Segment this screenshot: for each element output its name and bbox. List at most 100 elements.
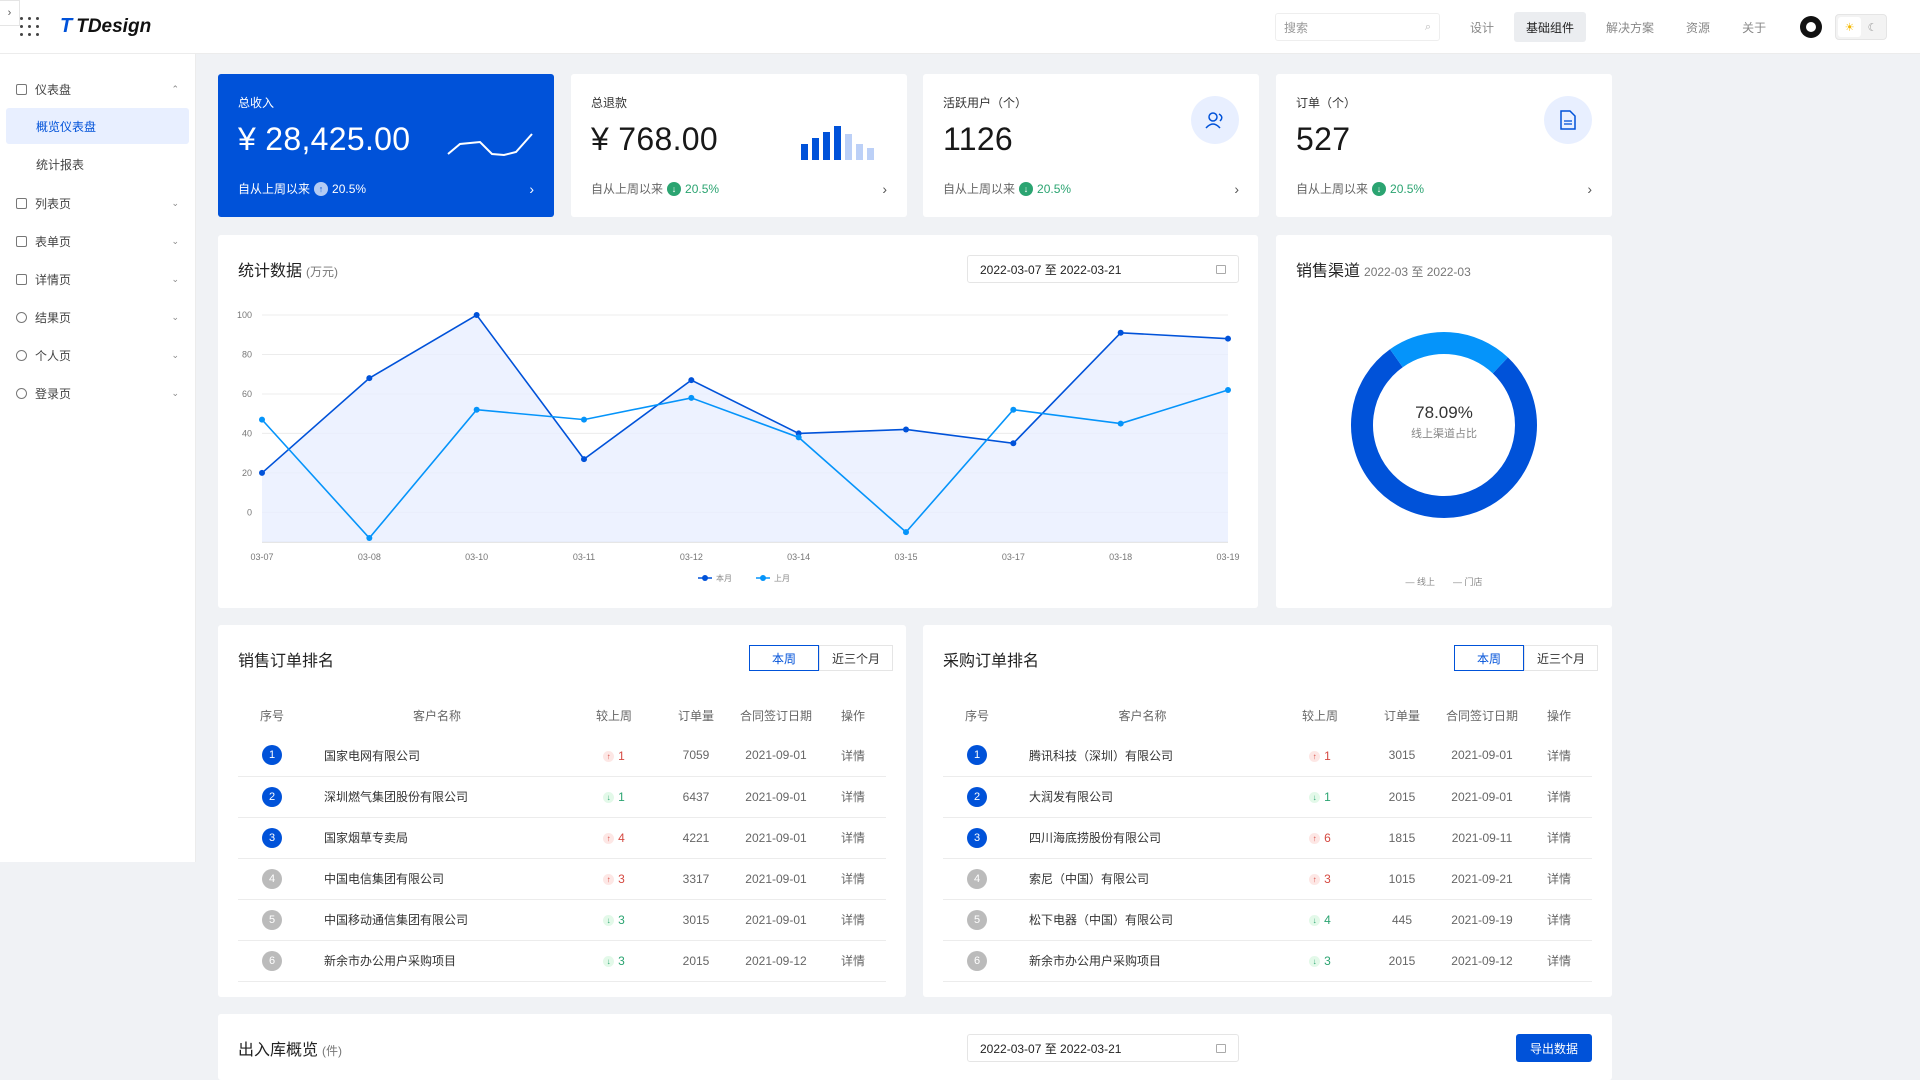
data-point[interactable] [581,456,587,463]
stat-card-refund[interactable]: 总退款 ¥ 768.00 自从上周以来 ↓ 20.5% › [571,74,907,217]
data-point[interactable] [1010,440,1017,447]
data-point[interactable] [795,434,802,441]
sidebar-subitem-report[interactable]: 统计报表 [36,157,85,172]
detail-link[interactable]: 详情 [1526,899,1592,941]
data-point[interactable] [1117,420,1124,427]
nav-item-about[interactable]: 关于 [1742,20,1767,35]
table-row: 3 国家烟草专卖局 ↑ 4 4221 2021-09-01 详情 [238,817,886,859]
chevron-right-icon[interactable]: › [1234,181,1239,197]
date-range-picker[interactable]: 2022-03-07 至 2022-03-21 [967,255,1239,283]
data-point[interactable] [581,416,587,423]
apps-grid-icon[interactable] [20,17,40,37]
detail-link[interactable]: 详情 [1526,817,1592,859]
sidebar-item-result[interactable]: 结果页 ⌄ [0,298,195,336]
arrow-down-icon: ↓ [1309,914,1321,926]
tab-this-week[interactable]: 本周 [1454,645,1525,671]
tab-three-months[interactable]: 近三个月 [1524,645,1599,671]
period-tabs: 本周 近三个月 [749,645,894,671]
table-row: 5 中国移动通信集团有限公司 ↓ 3 3015 2021-09-01 详情 [238,899,886,941]
detail-link[interactable]: 详情 [820,776,886,818]
sidebar-item-user[interactable]: 个人页 ⌄ [0,336,195,374]
sun-icon[interactable]: ☀ [1838,17,1861,37]
calendar-icon [1216,1043,1226,1053]
search-input[interactable]: 搜索 ⌕ [1275,13,1440,41]
chevron-down-icon: ⌄ [171,311,179,322]
change-value: 3 [618,872,625,887]
nav-item-solutions[interactable]: 解决方案 [1606,20,1655,35]
pie-slice-1[interactable] [1351,349,1537,518]
sidebar-item-label: 详情页 [35,272,72,287]
stat-card-active-users[interactable]: 活跃用户（个） 1126 自从上周以来 ↓ 20.5% › [923,74,1259,217]
detail-link[interactable]: 详情 [820,899,886,941]
sidebar-collapse-toggle[interactable]: › [0,0,20,26]
logo[interactable]: T TDesign [60,15,151,38]
legend-item[interactable]: — 门店 [1453,577,1483,587]
data-point[interactable] [1225,335,1231,342]
change-value: 1 [618,749,625,763]
data-point[interactable] [473,312,480,318]
date-range-picker[interactable]: 2022-03-07 至 2022-03-21 [967,1034,1239,1062]
change-indicator: ↓ 3 [603,954,625,968]
stat-card-orders[interactable]: 订单（个） 527 自从上周以来 ↓ 20.5% › [1276,74,1612,217]
sidebar-item-dashboard[interactable]: 仪表盘 ⌃ [0,70,195,108]
tdesign-logo-icon: T [60,15,73,37]
date-range-text: 2022-03-07 至 2022-03-21 [980,262,1122,277]
pie-slice-2[interactable] [1390,332,1508,374]
tab-this-week[interactable]: 本周 [749,645,820,671]
data-point[interactable] [473,406,480,413]
theme-toggle[interactable]: ☀ ☾ [1835,14,1887,40]
donut-center-value: 78.09% [1415,403,1473,422]
sidebar-item-login[interactable]: 登录页 ⌄ [0,374,195,412]
arrow-up-icon: ↑ [603,750,615,762]
data-point[interactable] [903,529,909,536]
arrow-down-icon: ↓ [667,181,682,196]
sidebar-item-detail[interactable]: 详情页 ⌄ [0,260,195,298]
github-icon[interactable] [1800,16,1822,38]
export-data-button[interactable]: 导出数据 [1516,1034,1593,1062]
sidebar-item-form[interactable]: 表单页 ⌄ [0,222,195,260]
sidebar-subitem-overview[interactable]: 概览仪表盘 [6,108,189,144]
legend-label[interactable]: 本月 [716,573,732,583]
legend-label[interactable]: 上月 [774,574,790,583]
data-point[interactable] [1117,329,1124,336]
detail-link[interactable]: 详情 [1526,940,1592,982]
detail-link[interactable]: 详情 [820,858,886,900]
detail-link[interactable]: 详情 [1526,776,1592,818]
rank-cell: 3 [943,817,1011,859]
moon-icon[interactable]: ☾ [1867,21,1878,34]
rank-cell: 2 [943,776,1011,818]
data-point[interactable] [1225,387,1231,394]
sidebar-item-list[interactable]: 列表页 ⌄ [0,184,195,222]
data-point[interactable] [688,394,695,401]
y-tick-label: 0 [247,507,252,517]
data-point[interactable] [366,535,373,542]
detail-link[interactable]: 详情 [1526,858,1592,900]
chevron-right-icon[interactable]: › [529,181,534,197]
nav-item-resources[interactable]: 资源 [1686,20,1711,35]
arrow-down-icon: ↓ [603,791,615,803]
chevron-right-icon[interactable]: › [882,181,887,197]
stat-card-revenue[interactable]: 总收入 ¥ 28,425.00 自从上周以来 ↑ 20.5% › [218,74,554,217]
detail-link[interactable]: 详情 [820,817,886,859]
detail-link[interactable]: 详情 [1526,735,1592,777]
panel-title: 销售渠道 2022-03 至 2022-03 [1296,257,1471,281]
chevron-right-icon[interactable]: › [1587,181,1592,197]
change-cell: ↓ 3 [568,940,660,982]
customer-name-cell: 四川海底捞股份有限公司 [1011,817,1274,859]
data-point[interactable] [1010,406,1017,413]
contract-date-cell: 2021-09-01 [732,776,820,818]
tab-three-months[interactable]: 近三个月 [819,645,894,671]
detail-link[interactable]: 详情 [820,940,886,982]
detail-link[interactable]: 详情 [820,735,886,777]
data-point[interactable] [259,469,265,476]
nav-item-design[interactable]: 设计 [1470,20,1495,35]
data-point[interactable] [688,377,695,384]
data-point[interactable] [259,416,265,423]
data-point[interactable] [366,375,373,382]
nav-item-components[interactable]: 基础组件 [1514,12,1587,42]
data-point[interactable] [903,426,909,433]
arrow-up-icon: ↑ [603,873,615,885]
legend-item[interactable]: — 线上 [1405,577,1435,587]
order-count-cell: 1015 [1366,858,1438,900]
sidebar-item-label: 表单页 [35,234,72,249]
